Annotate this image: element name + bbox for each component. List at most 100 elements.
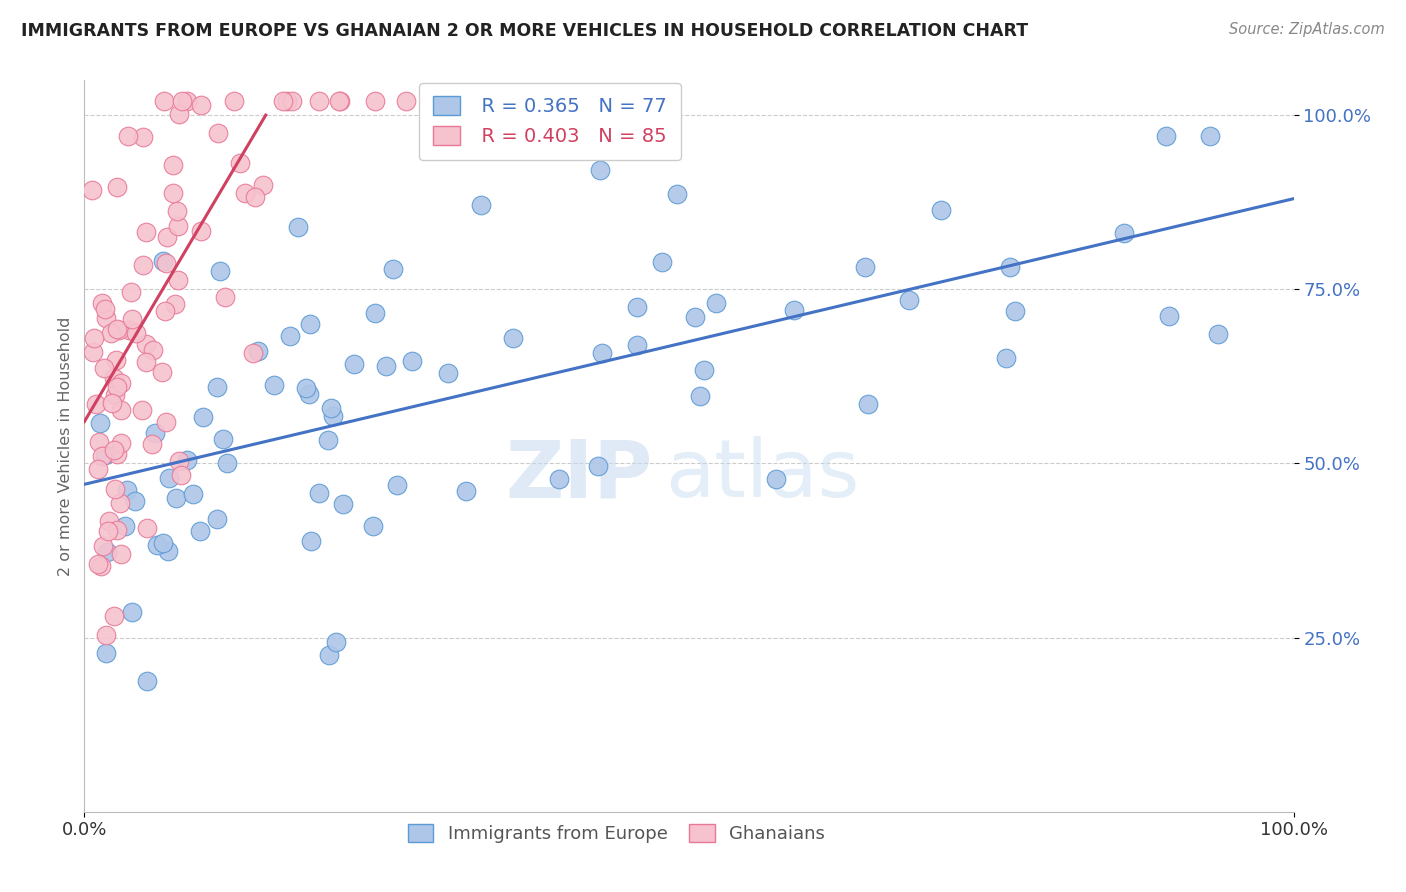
Point [91, 449, 114, 463]
Point [169, 454, 191, 468]
Point [145, 538, 167, 552]
Point [328, 94, 350, 108]
Point [105, 352, 128, 367]
Point [155, 256, 177, 270]
Point [141, 437, 163, 451]
Point [247, 344, 270, 359]
Point [364, 94, 387, 108]
Point [1112, 227, 1135, 241]
Point [586, 459, 609, 474]
Point [152, 254, 174, 268]
Point [156, 229, 179, 244]
Point [276, 94, 298, 108]
Point [110, 436, 132, 450]
Point [252, 178, 274, 193]
Point [316, 434, 339, 448]
Point [998, 260, 1021, 274]
Point [385, 478, 408, 492]
Point [229, 155, 252, 169]
Point [101, 396, 124, 410]
Point [215, 456, 238, 470]
Point [172, 94, 194, 108]
Y-axis label: 2 or more Vehicles in Household: 2 or more Vehicles in Household [58, 317, 73, 575]
Point [121, 605, 143, 619]
Point [591, 346, 613, 360]
Point [263, 377, 285, 392]
Point [87, 557, 110, 571]
Point [114, 518, 136, 533]
Point [165, 297, 187, 311]
Point [456, 483, 478, 498]
Point [329, 94, 352, 108]
Point [96, 311, 118, 326]
Point [110, 403, 132, 417]
Point [188, 524, 211, 539]
Point [193, 410, 215, 425]
Text: IMMIGRANTS FROM EUROPE VS GHANAIAN 2 OR MORE VEHICLES IN HOUSEHOLD CORRELATION C: IMMIGRANTS FROM EUROPE VS GHANAIAN 2 OR … [21, 22, 1028, 40]
Point [176, 453, 198, 467]
Point [322, 409, 344, 423]
Point [295, 381, 318, 395]
Point [1206, 326, 1229, 341]
Point [105, 322, 128, 336]
Point [321, 401, 343, 416]
Point [169, 107, 191, 121]
Point [104, 482, 127, 496]
Point [80, 182, 103, 196]
Point [693, 363, 716, 377]
Point [152, 94, 174, 108]
Point [278, 329, 301, 343]
Point [207, 126, 229, 140]
Point [299, 317, 322, 331]
Point [470, 197, 492, 211]
Point [131, 130, 153, 145]
Point [361, 519, 384, 533]
Text: atlas: atlas [665, 436, 859, 515]
Point [626, 338, 648, 352]
Point [136, 521, 159, 535]
Point [898, 293, 921, 308]
Point [207, 380, 229, 394]
Point [94, 646, 117, 660]
Point [375, 359, 398, 373]
Point [155, 415, 177, 429]
Point [181, 487, 204, 501]
Point [105, 524, 128, 538]
Point [150, 365, 173, 379]
Point [281, 94, 304, 108]
Point [136, 673, 159, 688]
Point [994, 351, 1017, 365]
Point [299, 533, 322, 548]
Point [103, 609, 125, 624]
Point [118, 322, 141, 336]
Point [176, 94, 198, 108]
Point [105, 180, 128, 194]
Point [135, 337, 157, 351]
Point [100, 326, 122, 340]
Point [853, 260, 876, 275]
Point [325, 635, 347, 649]
Point [121, 285, 143, 300]
Point [704, 296, 727, 310]
Point [589, 163, 612, 178]
Point [165, 491, 187, 505]
Point [343, 358, 366, 372]
Point [162, 186, 184, 200]
Point [94, 448, 117, 462]
Point [135, 355, 157, 369]
Point [157, 544, 180, 558]
Point [233, 186, 256, 200]
Point [103, 442, 125, 457]
Point [121, 312, 143, 326]
Point [93, 361, 115, 376]
Point [190, 98, 212, 112]
Point [132, 258, 155, 272]
Point [287, 220, 309, 235]
Point [683, 310, 706, 325]
Point [190, 223, 212, 237]
Point [242, 346, 264, 360]
Point [651, 255, 673, 269]
Point [318, 648, 340, 662]
Point [243, 190, 266, 204]
Point [308, 94, 330, 108]
